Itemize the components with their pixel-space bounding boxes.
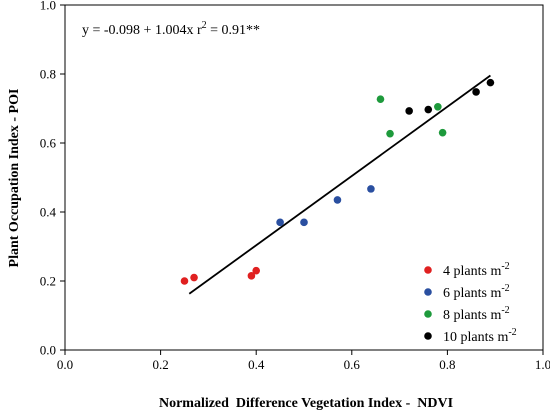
data-point xyxy=(405,107,413,115)
plot-frame xyxy=(64,4,544,351)
data-point xyxy=(472,88,480,96)
data-point xyxy=(438,128,447,137)
y-axis-title: Plant Occupation Index - POI xyxy=(7,89,22,268)
regression-equation: y = -0.098 + 1.004x r2 = 0.91** xyxy=(82,20,260,38)
x-tick-label: 0.6 xyxy=(344,357,361,372)
regression-line-group xyxy=(188,74,491,295)
legend-label: 4 plants m-2 xyxy=(443,261,510,279)
data-point xyxy=(386,129,394,138)
axes: 0.0 0.2 0.4 0.6 0.8 1.0 0.0 0.2 0.4 0.6 0.8 1.0 xyxy=(40,0,550,372)
x-tick-label: 0.0 xyxy=(57,357,73,372)
legend-label: 8 plants m-2 xyxy=(443,305,510,323)
y-tick-label: 0.4 xyxy=(40,205,57,220)
data-point xyxy=(367,185,375,193)
data-point xyxy=(300,218,308,227)
x-tick-label: 0.2 xyxy=(152,357,168,372)
y-tick-label: 0.2 xyxy=(40,274,56,289)
legend-label: 6 plants m-2 xyxy=(443,283,510,301)
x-axis-title: Normalized Difference Vegetation Index -… xyxy=(159,396,453,411)
x-tick-label: 0.4 xyxy=(248,357,265,372)
y-tick-label: 0.8 xyxy=(40,67,56,82)
data-point xyxy=(486,78,495,87)
data-point xyxy=(333,196,342,204)
data-point xyxy=(424,105,433,114)
data-point xyxy=(180,277,189,285)
data-point xyxy=(376,95,385,103)
data-point xyxy=(247,272,256,280)
data-point xyxy=(434,102,442,111)
y-tick-label: 1.0 xyxy=(40,0,56,13)
data-point xyxy=(276,218,284,227)
x-tick-label: 1.0 xyxy=(535,357,550,372)
data-points xyxy=(180,78,495,285)
legend-marker xyxy=(424,332,432,340)
legend-marker xyxy=(424,288,432,296)
y-tick-label: 0.6 xyxy=(40,136,57,151)
data-point xyxy=(190,273,198,282)
y-tick-label: 0.0 xyxy=(40,343,56,358)
legend-marker xyxy=(424,310,432,318)
legend: 4 plants m-2 6 plants m-2 8 plants m-2 10 p… xyxy=(424,261,517,345)
x-tick-label: 0.8 xyxy=(439,357,455,372)
legend-marker xyxy=(424,266,432,274)
legend-label: 10 plants m-2 xyxy=(443,327,517,345)
regression-line xyxy=(188,74,491,295)
data-point xyxy=(252,266,260,275)
